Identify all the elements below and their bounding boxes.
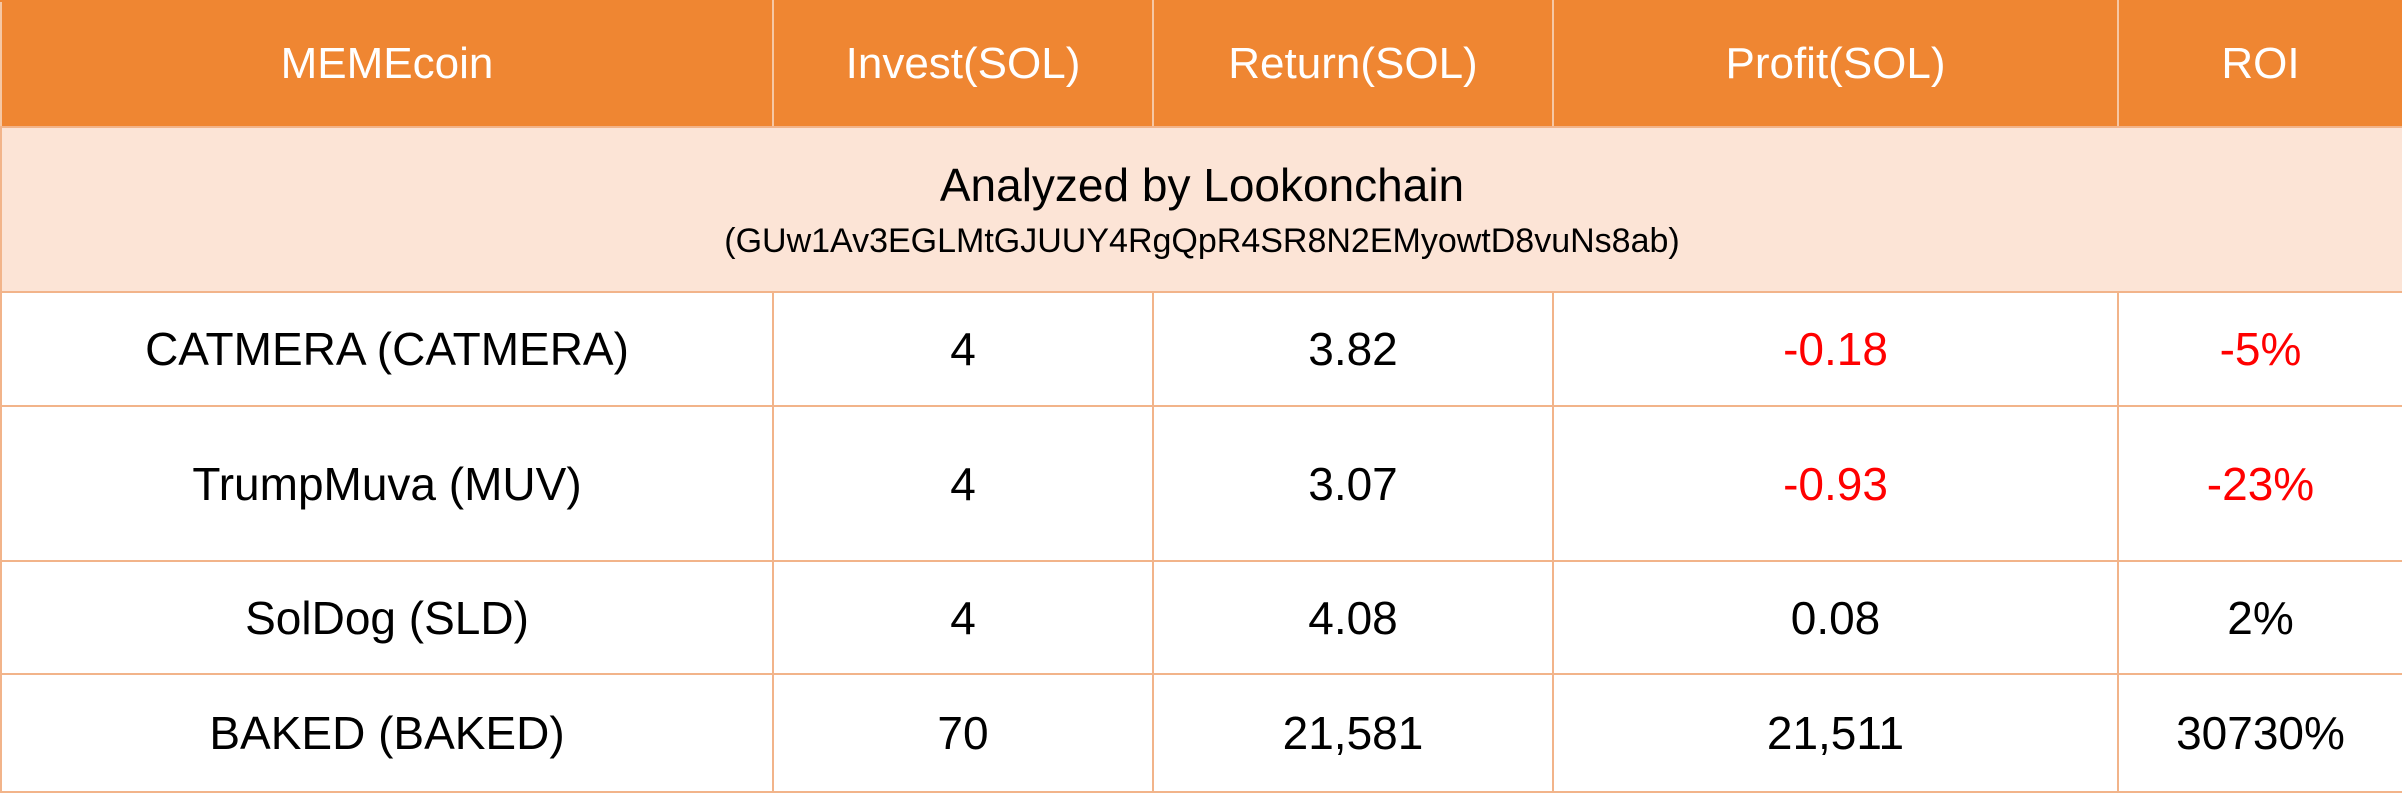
profit-cell: 0.08 bbox=[1552, 560, 2119, 675]
return-cell: 21,581 bbox=[1152, 673, 1554, 793]
invest-cell: 4 bbox=[772, 291, 1154, 407]
table-row: TrumpMuva (MUV) 4 3.07 -0.93 -23% bbox=[0, 405, 2402, 562]
roi-cell: -5% bbox=[2117, 291, 2402, 407]
header-roi: ROI bbox=[2117, 0, 2402, 128]
return-cell: 3.07 bbox=[1152, 405, 1554, 562]
roi-cell: -23% bbox=[2117, 405, 2402, 562]
invest-cell: 70 bbox=[772, 673, 1154, 793]
header-return: Return(SOL) bbox=[1152, 0, 1554, 128]
return-cell: 4.08 bbox=[1152, 560, 1554, 675]
analysis-banner-row: Analyzed by Lookonchain (GUw1Av3EGLMtGJU… bbox=[0, 126, 2402, 293]
banner-title: Analyzed by Lookonchain bbox=[939, 158, 1465, 211]
coin-name-cell: SolDog (SLD) bbox=[0, 560, 774, 675]
wallet-address: (GUw1Av3EGLMtGJUUY4RgQpR4SR8N2EMyowtD8vu… bbox=[724, 221, 1680, 260]
table-header-row: MEMEcoin Invest(SOL) Return(SOL) Profit(… bbox=[0, 0, 2402, 128]
profit-cell: -0.18 bbox=[1552, 291, 2119, 407]
table-row: BAKED (BAKED) 70 21,581 21,511 30730% bbox=[0, 673, 2402, 793]
coin-name-cell: BAKED (BAKED) bbox=[0, 673, 774, 793]
roi-cell: 2% bbox=[2117, 560, 2402, 675]
roi-cell: 30730% bbox=[2117, 673, 2402, 793]
profit-cell: 21,511 bbox=[1552, 673, 2119, 793]
invest-cell: 4 bbox=[772, 405, 1154, 562]
header-profit: Profit(SOL) bbox=[1552, 0, 2119, 128]
coin-name-cell: CATMERA (CATMERA) bbox=[0, 291, 774, 407]
table-row: SolDog (SLD) 4 4.08 0.08 2% bbox=[0, 560, 2402, 675]
profit-cell: -0.93 bbox=[1552, 405, 2119, 562]
header-memecoin: MEMEcoin bbox=[0, 0, 774, 128]
invest-cell: 4 bbox=[772, 560, 1154, 675]
analysis-banner: Analyzed by Lookonchain (GUw1Av3EGLMtGJU… bbox=[0, 126, 2402, 293]
coin-name-cell: TrumpMuva (MUV) bbox=[0, 405, 774, 562]
return-cell: 3.82 bbox=[1152, 291, 1554, 407]
table-row: CATMERA (CATMERA) 4 3.82 -0.18 -5% bbox=[0, 291, 2402, 407]
header-invest: Invest(SOL) bbox=[772, 0, 1154, 128]
